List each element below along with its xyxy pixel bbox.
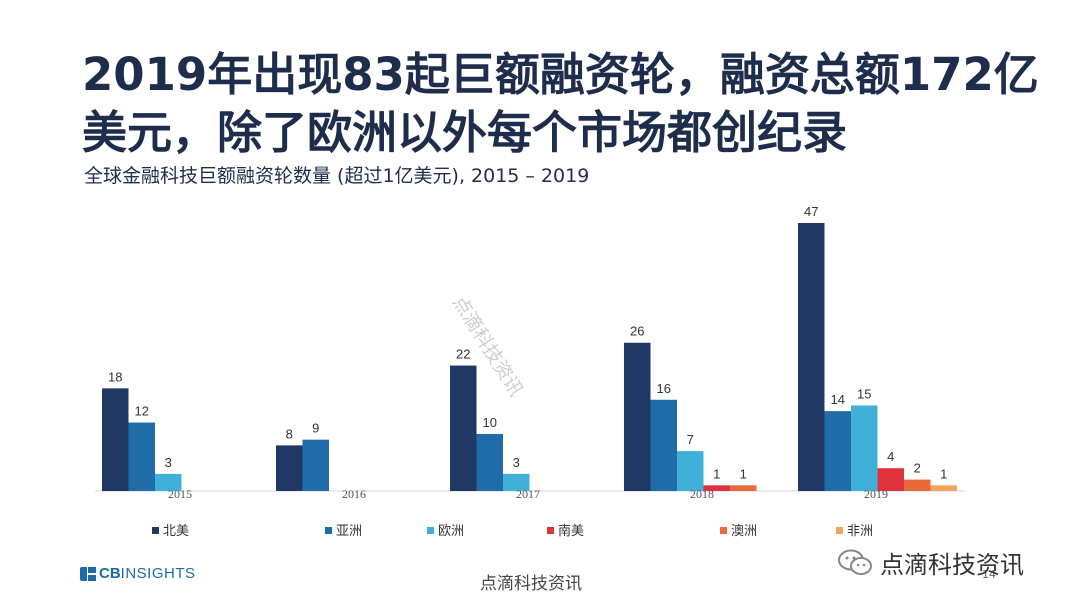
year-label-2017: 2017 — [516, 487, 540, 501]
bar-value-label: 4 — [887, 449, 894, 464]
legend-swatch-5 — [720, 527, 727, 534]
bar-2019-1 — [798, 223, 825, 491]
year-label-2018: 2018 — [690, 487, 714, 501]
bar-2018-3 — [677, 451, 704, 491]
year-labels: 2015 2016 2017 2018 2019 — [168, 487, 888, 501]
footer-watermark: 点滴科技资讯 — [480, 574, 582, 593]
bar-value-label: 15 — [857, 386, 871, 401]
bar-value-label: 16 — [657, 381, 671, 396]
legend-swatch-1 — [152, 527, 159, 534]
bar-value-label: 3 — [513, 455, 520, 470]
legend-label-6: 非洲 — [847, 523, 873, 538]
bar-2016-1 — [276, 445, 303, 491]
bar-value-label: 47 — [804, 204, 818, 219]
wechat-icon — [838, 549, 872, 575]
bar-2015-2 — [128, 422, 155, 491]
legend: 北美 亚洲 欧洲 南美 澳洲 非洲 — [152, 523, 873, 538]
bar-2018-1 — [624, 342, 651, 491]
logo-text-insights: INSIGHTS — [120, 565, 196, 582]
bar-2016-2 — [302, 439, 329, 491]
cbinsights-logo: CB INSIGHTS — [80, 565, 196, 582]
legend-swatch-3 — [427, 527, 434, 534]
year-label-2016: 2016 — [342, 487, 366, 501]
bar-2019-6 — [930, 485, 957, 491]
legend-label-4: 南美 — [558, 523, 584, 538]
year-label-2019: 2019 — [864, 487, 888, 501]
legend-label-3: 欧洲 — [438, 523, 464, 538]
bar-2017-2 — [476, 433, 503, 491]
bar-2019-5 — [904, 479, 931, 491]
bar-2019-4 — [877, 468, 904, 491]
legend-label-1: 北美 — [163, 523, 189, 538]
bar-2018-5 — [730, 485, 757, 491]
legend-swatch-2 — [325, 527, 332, 534]
bar-2019-2 — [824, 411, 851, 491]
year-label-2015: 2015 — [168, 487, 192, 501]
bar-value-label: 2 — [914, 461, 921, 476]
bar-value-label: 9 — [312, 421, 319, 436]
bar-2015-3 — [155, 473, 182, 491]
bar-2015-1 — [102, 388, 129, 491]
wechat-account-name: 点滴科技资讯 — [880, 551, 1024, 579]
bar-2017-1 — [450, 365, 477, 491]
page-number: 14 — [982, 568, 996, 581]
cbinsights-logo-icon — [80, 566, 96, 581]
wechat-account: 点滴科技资讯 — [838, 545, 1024, 580]
bar-value-label: 18 — [108, 369, 122, 384]
bar-value-label: 1 — [740, 466, 747, 481]
page-title: 2019年出现83起巨额融资轮，融资总额172亿美元，除了欧洲以外每个市场都创纪… — [82, 48, 1039, 159]
logo-text-cb: CB — [99, 565, 121, 582]
bar-value-label: 1 — [940, 466, 947, 481]
legend-swatch-4 — [547, 527, 554, 534]
bar-value-label: 1 — [713, 466, 720, 481]
bar-2019-3 — [851, 405, 878, 491]
legend-swatch-6 — [836, 527, 843, 534]
bar-2018-2 — [650, 399, 677, 491]
bar-value-label: 7 — [687, 432, 694, 447]
bars-layer: 18 12 3 8 9 22 10 3 26 16 7 1 1 47 14 15 4 2 1 — [102, 204, 957, 491]
chart-subtitle: 全球金融科技巨额融资轮数量 (超过1亿美元), 2015 – 2019 — [84, 165, 590, 187]
bar-value-label: 14 — [831, 392, 845, 407]
bar-value-label: 10 — [483, 415, 497, 430]
bar-value-label: 26 — [630, 324, 644, 339]
bar-value-label: 3 — [165, 455, 172, 470]
bar-value-label: 8 — [286, 426, 293, 441]
bar-value-label: 12 — [135, 404, 149, 419]
bar-value-label: 22 — [456, 347, 470, 362]
bar-2017-3 — [503, 473, 530, 491]
legend-label-2: 亚洲 — [336, 523, 362, 538]
bar-2018-4 — [703, 485, 730, 491]
legend-label-5: 澳洲 — [731, 523, 757, 538]
